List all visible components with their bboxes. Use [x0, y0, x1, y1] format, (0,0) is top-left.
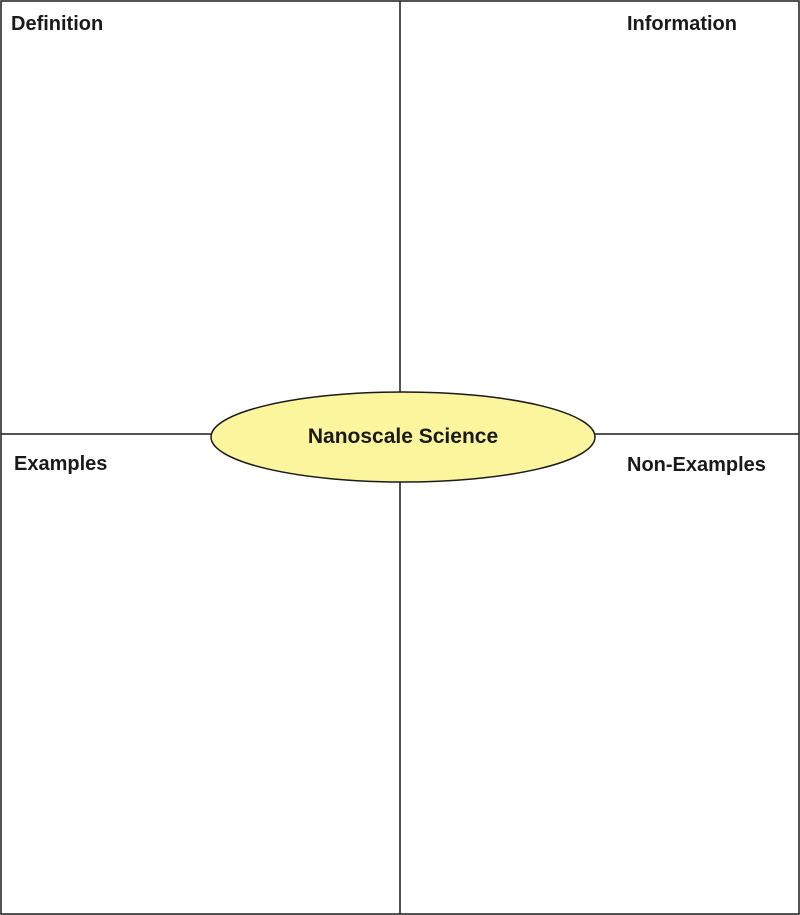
center-topic-label: Nanoscale Science — [307, 425, 499, 448]
quadrant-label-definition: Definition — [11, 13, 104, 35]
quadrant-label-examples: Examples — [14, 453, 108, 475]
quadrant-label-non-examples: Non-Examples — [627, 454, 766, 476]
center-ellipse — [210, 391, 596, 483]
quadrant-label-information: Information — [627, 13, 737, 35]
